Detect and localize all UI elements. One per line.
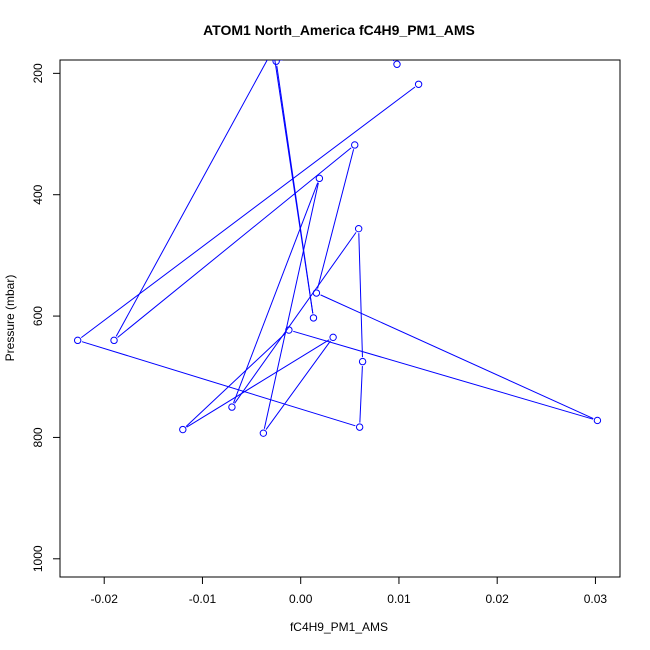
- series-segment: [185, 332, 286, 427]
- y-axis: 200 400 600 800 1000: [31, 63, 60, 572]
- data-point: [593, 416, 602, 425]
- data-point: [179, 425, 187, 434]
- data-point: [393, 60, 401, 68]
- data-point: [329, 333, 337, 342]
- y-tick-label: 800: [31, 427, 45, 447]
- x-tick-label: 0.03: [584, 592, 608, 606]
- x-tick-label: 0.01: [387, 592, 411, 606]
- series-segment: [358, 233, 363, 358]
- data-point: [259, 429, 268, 437]
- data-point: [270, 46, 276, 52]
- data-point: [354, 224, 363, 233]
- data-point: [285, 326, 293, 334]
- chart-title: ATOM1 North_America fC4H9_PM1_AMS: [203, 22, 475, 38]
- series-segment: [115, 60, 268, 337]
- data-point: [312, 289, 321, 297]
- data-point: [309, 314, 318, 322]
- series-segment: [293, 330, 594, 420]
- data-point: [315, 174, 324, 183]
- data-point: [272, 60, 280, 65]
- x-tick-label: -0.02: [91, 592, 119, 606]
- series-segment: [265, 340, 331, 430]
- series-segment: [274, 60, 314, 314]
- y-tick-label: 400: [31, 184, 45, 204]
- plot-frame: [59, 59, 621, 578]
- y-tick-label: 1000: [31, 545, 45, 572]
- data-point: [355, 423, 364, 431]
- series-segment: [81, 341, 356, 427]
- series-segment: [359, 366, 363, 423]
- series-segment: [117, 147, 352, 338]
- series-segment: [280, 60, 284, 61]
- series-segment: [263, 182, 319, 429]
- series-segment: [234, 232, 357, 404]
- data-point: [351, 141, 359, 149]
- x-tick-label: 0.02: [486, 592, 510, 606]
- data-point: [73, 336, 82, 345]
- series-segment: [233, 182, 319, 404]
- series-layer: [73, 46, 602, 437]
- x-tick-label: -0.01: [189, 592, 217, 606]
- data-point: [358, 357, 367, 366]
- x-axis: -0.02 -0.01 0.00 0.01 0.02 0.03: [91, 577, 608, 606]
- data-point: [228, 403, 236, 411]
- series-segment: [80, 86, 416, 339]
- data-point: [110, 336, 118, 345]
- x-tick-label: 0.00: [289, 592, 313, 606]
- y-axis-label: Pressure (mbar): [3, 275, 17, 362]
- series-segment: [186, 339, 330, 428]
- y-tick-label: 200: [31, 63, 45, 83]
- data-point: [414, 80, 423, 88]
- x-axis-label: fC4H9_PM1_AMS: [290, 620, 388, 634]
- series-segment: [320, 294, 594, 420]
- y-tick-label: 600: [31, 306, 45, 326]
- series-segment: [392, 60, 395, 62]
- series-segment: [317, 149, 355, 289]
